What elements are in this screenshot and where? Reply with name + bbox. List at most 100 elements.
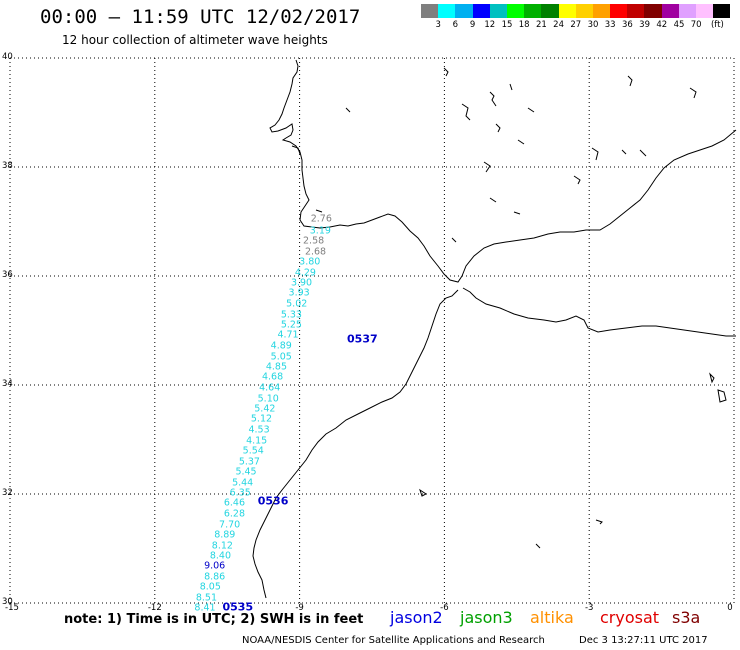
wave-height-value: 4.85 xyxy=(265,361,287,373)
wave-height-value: 6.35 xyxy=(229,487,251,499)
satellite-legend-item: jason3 xyxy=(460,608,513,627)
longitude-label: 0 xyxy=(727,603,733,613)
moroccan-coastline xyxy=(462,287,736,337)
color-scale-label: 3 xyxy=(435,20,441,30)
lat-lon-grid xyxy=(9,57,735,604)
latitude-label: 30 xyxy=(2,597,13,607)
island-detail xyxy=(709,372,715,384)
color-swatch xyxy=(472,4,490,18)
atlantic-african-coastline xyxy=(252,289,459,599)
wave-height-value: 9.06 xyxy=(204,560,226,572)
wave-height-value: 2.58 xyxy=(303,235,325,247)
color-swatch xyxy=(644,4,662,18)
color-swatch xyxy=(661,4,679,18)
wave-height-value: 6.46 xyxy=(223,497,246,509)
inland-water-features xyxy=(315,67,697,549)
wave-height-value: 5.37 xyxy=(238,456,260,468)
color-swatch xyxy=(489,4,507,18)
color-scale-label: 6 xyxy=(452,20,459,30)
wave-height-value: 5.05 xyxy=(270,351,292,363)
color-scale-label: 45 xyxy=(673,20,685,30)
latitude-label: 32 xyxy=(2,488,13,498)
color-scale-label: 9 xyxy=(469,20,476,30)
map-title: 00:00 – 11:59 UTC 12/02/2017 xyxy=(40,6,361,28)
longitude-label: -15 xyxy=(5,603,19,613)
wave-height-value: 8.12 xyxy=(211,540,233,552)
wave-height-value: 2.76 xyxy=(310,213,332,225)
color-scale-label: 12 xyxy=(484,20,496,30)
color-scale-label: 15 xyxy=(501,20,513,30)
color-swatch xyxy=(575,4,593,18)
wave-height-value: 2.68 xyxy=(304,246,327,258)
color-scale-label: 18 xyxy=(518,20,530,30)
wave-height-value: 5.12 xyxy=(250,413,273,425)
coastline xyxy=(252,59,737,599)
latitude-label: 40 xyxy=(2,52,13,62)
wave-height-value: 5.45 xyxy=(235,466,257,478)
pass-time-label: 0536 xyxy=(257,494,289,508)
color-swatch xyxy=(713,4,731,18)
wave-height-value: 8.51 xyxy=(195,592,218,604)
color-swatch xyxy=(610,4,628,18)
color-swatch xyxy=(696,4,714,18)
wave-height-value: 5.44 xyxy=(232,477,254,489)
latitude-label: 36 xyxy=(2,270,13,280)
footer-timestamp: Dec 3 13:27:11 UTC 2017 xyxy=(579,635,708,646)
wave-height-value: 5.25 xyxy=(280,319,302,331)
coastal-detail xyxy=(291,145,301,155)
wave-height-value: 5.42 xyxy=(254,403,276,415)
color-scale-label: 21 xyxy=(535,20,547,30)
satellite-legend-item: jason2 xyxy=(390,608,443,627)
color-scale-label: 27 xyxy=(570,20,582,30)
color-swatch xyxy=(524,4,542,18)
latitude-label: 38 xyxy=(2,161,13,171)
color-scale-label: 70 xyxy=(690,20,702,30)
satellite-legend-item: cryosat xyxy=(600,608,660,627)
wave-height-value: 7.70 xyxy=(219,519,241,531)
wave-height-value: 3.90 xyxy=(290,277,313,289)
wave-height-value: 4.71 xyxy=(277,329,299,341)
color-scale-label: 42 xyxy=(656,20,668,30)
wave-height-value: 8.41 xyxy=(194,602,216,614)
longitude-label: -3 xyxy=(584,603,594,613)
wave-height-value: 8.05 xyxy=(199,581,221,593)
wave-height-color-scale: 3 6 9 12 15 18 21 24 27 30 33 36 39 42 45 70 (ft) xyxy=(421,4,731,30)
wave-height-value: 3.93 xyxy=(288,287,310,299)
wave-height-value: 6.28 xyxy=(223,508,246,520)
color-scale-labels: 3 6 9 12 15 18 21 24 27 30 33 36 39 42 45 70 (ft) xyxy=(421,18,730,30)
footer-note: note: 1) Time is in UTC; 2) SWH is in fe… xyxy=(64,612,364,627)
color-scale-label: 33 xyxy=(604,20,616,30)
wave-height-value: 4.68 xyxy=(261,371,284,383)
map-subtitle: 12 hour collection of altimeter wave hei… xyxy=(62,33,328,47)
wave-height-value: 4.64 xyxy=(259,382,281,394)
color-swatch xyxy=(541,4,559,18)
wave-height-value: 3.19 xyxy=(309,225,331,237)
longitude-label: -9 xyxy=(295,603,304,613)
wave-height-value: 4.15 xyxy=(246,435,268,447)
latitude-label: 34 xyxy=(2,379,13,389)
wave-height-value: 8.86 xyxy=(204,571,226,583)
wave-height-value: 5.54 xyxy=(242,445,264,457)
wave-height-value: 3.80 xyxy=(299,256,321,268)
wave-height-value: 4.53 xyxy=(248,424,270,436)
color-swatch xyxy=(438,4,456,18)
color-scale-label: 39 xyxy=(639,20,651,30)
color-scale-label: 36 xyxy=(621,20,633,30)
color-scale-label: 24 xyxy=(553,20,565,30)
color-scale-unit: (ft) xyxy=(710,20,724,30)
color-swatch xyxy=(592,4,611,18)
wave-height-value: 5.10 xyxy=(257,393,279,405)
wave-height-value: 4.29 xyxy=(294,267,316,279)
longitude-label: -12 xyxy=(147,603,162,613)
color-swatch xyxy=(421,4,439,18)
wave-height-value: 5.02 xyxy=(286,298,308,310)
wave-height-value: 8.40 xyxy=(209,550,232,562)
wave-height-value: 5.33 xyxy=(280,309,302,321)
satellite-legend-item: altika xyxy=(530,608,574,627)
color-scale-swatches xyxy=(421,4,731,18)
satellite-legend-item: s3a xyxy=(672,608,701,627)
color-swatch xyxy=(678,4,696,18)
color-swatch xyxy=(558,4,576,18)
pass-time-label: 0535 xyxy=(222,600,254,614)
wave-height-value: 4.89 xyxy=(270,340,292,352)
